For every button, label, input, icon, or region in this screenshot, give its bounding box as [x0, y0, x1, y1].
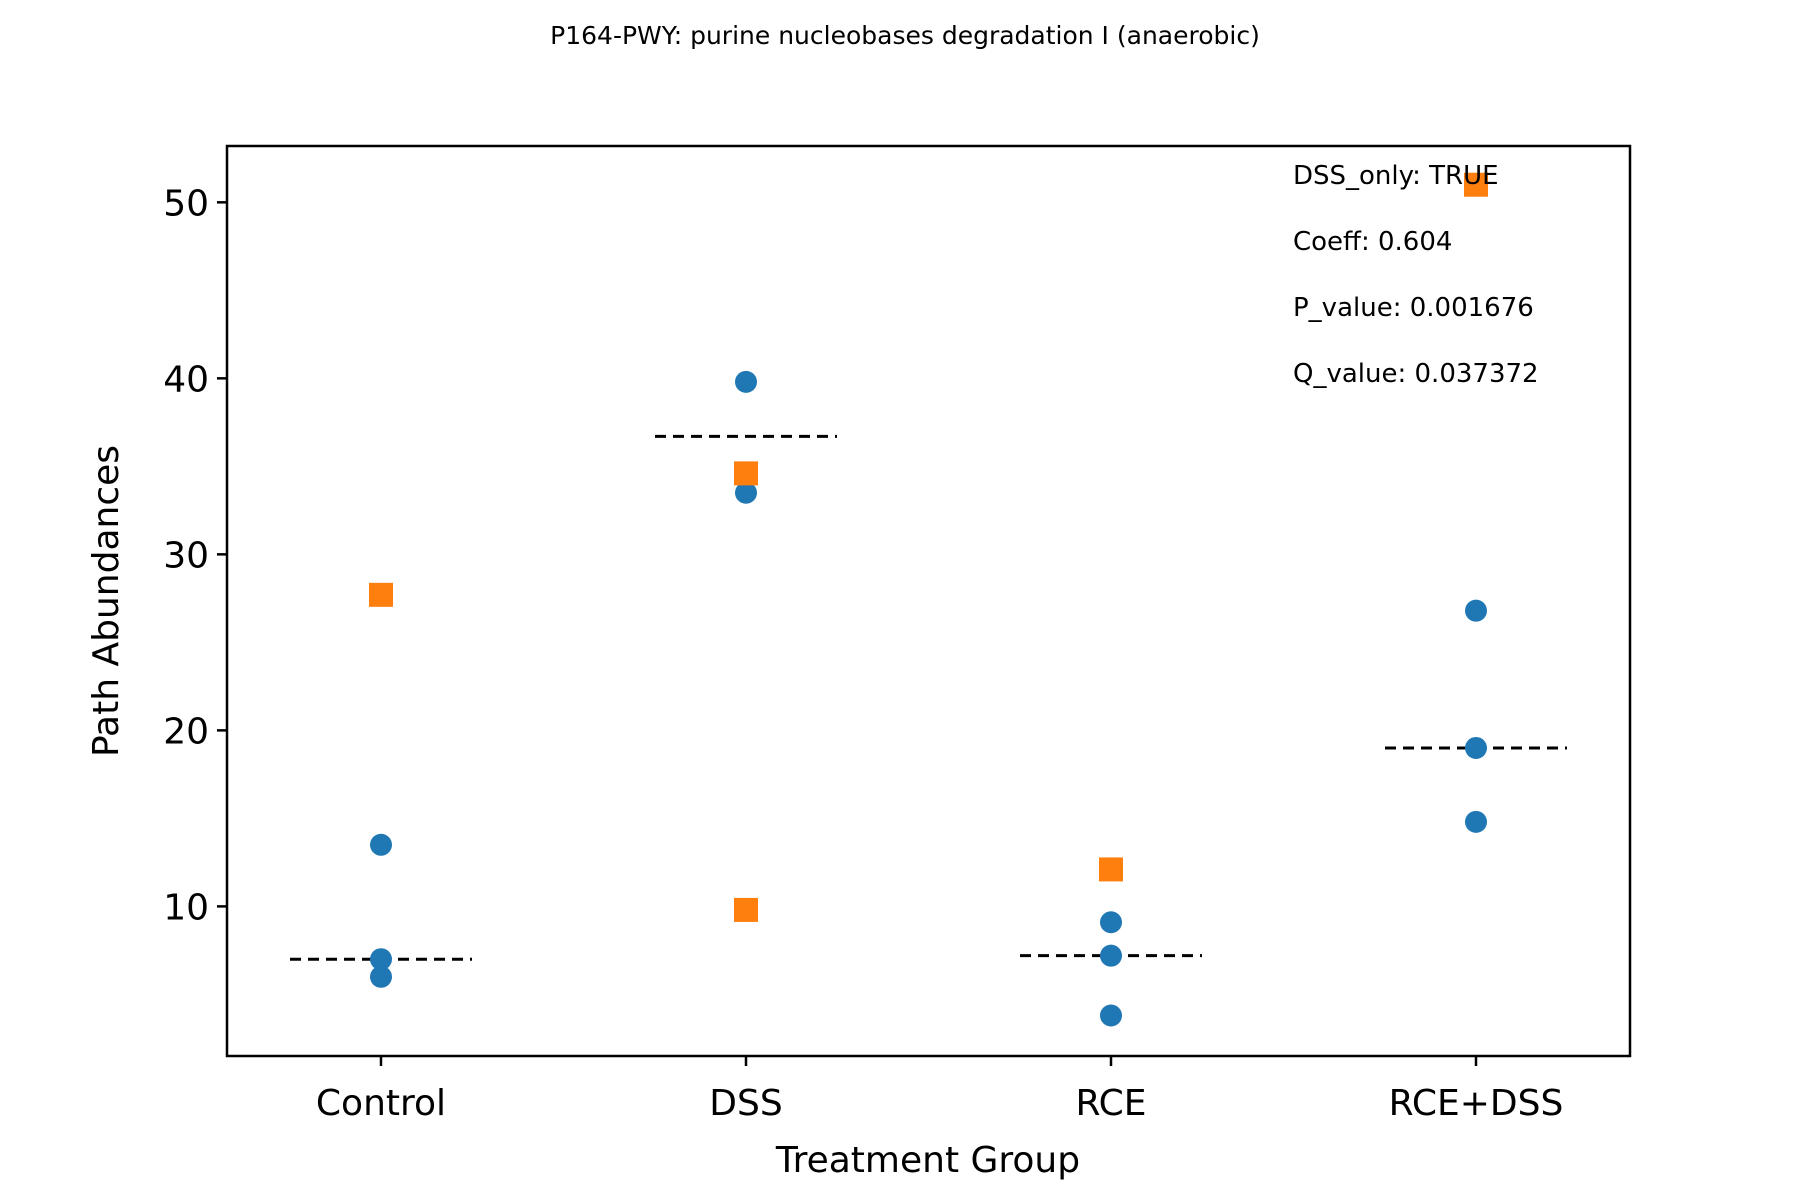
- data-point-square: [1099, 857, 1123, 882]
- data-point-circle: [1100, 911, 1122, 934]
- data-point-circle: [1100, 944, 1122, 967]
- x-axis: Control DSS RCE RCE+DSS: [316, 1056, 1563, 1124]
- stats-annotations: DSS_only: TRUE Coeff: 0.604 P_value: 0.001…: [1293, 161, 1539, 389]
- data-point-square: [734, 897, 758, 922]
- y-tick-label: 20: [163, 711, 209, 752]
- y-tick-label: 30: [163, 535, 209, 576]
- y-tick-label: 50: [163, 183, 209, 224]
- data-point-circle: [370, 965, 392, 988]
- stats-annotation: DSS_only: TRUE: [1293, 161, 1499, 191]
- x-tick-label: RCE: [1075, 1083, 1146, 1124]
- data-point-square: [369, 582, 393, 607]
- stats-annotation: Coeff: 0.604: [1293, 227, 1452, 257]
- plot-marks: [290, 172, 1567, 1027]
- data-point-circle: [735, 370, 757, 393]
- data-point-square: [1464, 172, 1488, 197]
- x-tick-label: RCE+DSS: [1389, 1083, 1564, 1124]
- plot-frame: [225, 144, 1632, 1058]
- data-point-square: [734, 461, 758, 486]
- stats-annotation: P_value: 0.001676: [1293, 293, 1534, 323]
- chart-title: P164-PWY: purine nucleobases degradation…: [550, 21, 1260, 50]
- y-tick-label: 10: [163, 887, 209, 928]
- data-point-circle: [370, 948, 392, 971]
- x-axis-label: Treatment Group: [775, 1140, 1080, 1181]
- y-axis: 10 20 30 40 50: [163, 183, 227, 928]
- x-tick-label: DSS: [709, 1083, 782, 1124]
- data-point-circle: [1465, 810, 1487, 833]
- stats-annotation: Q_value: 0.037372: [1293, 359, 1539, 389]
- data-point-circle: [1465, 736, 1487, 759]
- y-tick-label: 40: [163, 359, 209, 400]
- y-axis-label: Path Abundances: [86, 445, 127, 757]
- x-tick-label: Control: [316, 1083, 446, 1124]
- data-point-circle: [735, 481, 757, 504]
- data-point-circle: [1100, 1004, 1122, 1027]
- data-point-circle: [1465, 599, 1487, 622]
- data-point-circle: [370, 833, 392, 856]
